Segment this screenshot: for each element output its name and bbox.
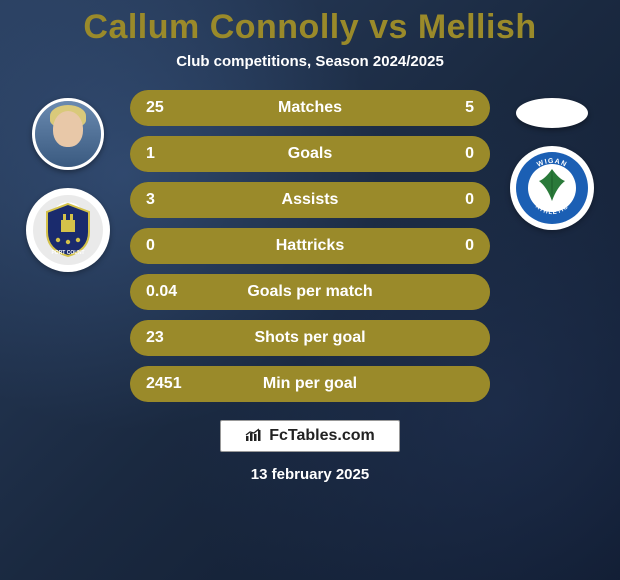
left-column: PORT COUNT: [18, 90, 118, 272]
main-row: PORT COUNT 25Matches51Goals03Assists00Ha…: [0, 90, 620, 402]
club-left-crest: PORT COUNT: [26, 188, 110, 272]
crest-icon: PORT COUNT: [33, 195, 103, 265]
svg-text:PORT COUNT: PORT COUNT: [51, 250, 84, 256]
stat-value-left: 0: [130, 237, 210, 255]
stat-label: Goals per match: [210, 283, 410, 301]
stat-value-right: 0: [410, 145, 490, 163]
stat-row: 1Goals0: [130, 136, 490, 172]
stat-value-left: 0.04: [130, 283, 210, 301]
stat-row: 2451Min per goal: [130, 366, 490, 402]
stat-label: Goals: [210, 145, 410, 163]
stat-value-left: 3: [130, 191, 210, 209]
footer-label: FcTables.com: [269, 427, 375, 445]
stat-row: 23Shots per goal: [130, 320, 490, 356]
club-right-crest: WIGAN ATHLETIC: [510, 146, 594, 230]
comparison-card: Callum Connolly vs Mellish Club competit…: [0, 0, 620, 580]
chart-icon: [245, 428, 263, 445]
stat-row: 0.04Goals per match: [130, 274, 490, 310]
footer-logo: FcTables.com: [220, 420, 400, 452]
stat-label: Shots per goal: [210, 329, 410, 347]
stat-value-left: 23: [130, 329, 210, 347]
page-title: Callum Connolly vs Mellish: [83, 8, 536, 47]
stat-value-right: 0: [410, 191, 490, 209]
right-column: WIGAN ATHLETIC: [502, 90, 602, 230]
subtitle: Club competitions, Season 2024/2025: [176, 53, 444, 70]
player-right-avatar: [516, 98, 588, 128]
stat-row: 25Matches5: [130, 90, 490, 126]
stat-value-left: 1: [130, 145, 210, 163]
stat-label: Min per goal: [210, 375, 410, 393]
player-left-avatar: [32, 98, 104, 170]
date: 13 february 2025: [251, 466, 369, 483]
stat-value-left: 2451: [130, 375, 210, 393]
stat-label: Hattricks: [210, 237, 410, 255]
stats-list: 25Matches51Goals03Assists00Hattricks00.0…: [130, 90, 490, 402]
avatar-face-icon: [35, 101, 101, 167]
stat-value-right: 5: [410, 99, 490, 117]
stat-row: 0Hattricks0: [130, 228, 490, 264]
stat-value-left: 25: [130, 99, 210, 117]
stat-label: Assists: [210, 191, 410, 209]
crest-icon: WIGAN ATHLETIC: [515, 151, 589, 225]
stat-value-right: 0: [410, 237, 490, 255]
stat-label: Matches: [210, 99, 410, 117]
stat-row: 3Assists0: [130, 182, 490, 218]
